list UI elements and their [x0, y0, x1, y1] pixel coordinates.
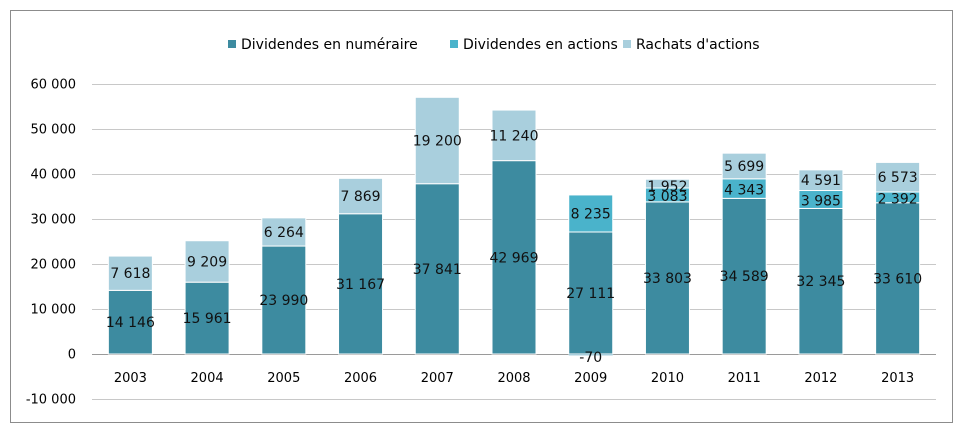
bar-segment	[338, 213, 384, 355]
x-axis-categories: 2003 2004 2005 2006 2007 2008 2009 2010 2011 2012…	[114, 371, 914, 386]
y-tick-label: 0	[68, 348, 76, 363]
y-tick-label: 40 000	[31, 168, 77, 183]
data-label: 3 985	[801, 193, 841, 209]
data-label: 42 969	[490, 250, 539, 266]
legend: Dividendes en numéraire Dividendes en act…	[228, 37, 760, 53]
x-category-label: 2013	[881, 371, 914, 386]
data-label: 2 392	[878, 191, 918, 207]
data-label: 31 167	[336, 277, 385, 293]
x-category-label: 2005	[267, 371, 300, 386]
y-tick-label: 10 000	[31, 303, 77, 318]
x-category-label: 2010	[651, 371, 684, 386]
data-label: -70	[579, 350, 602, 366]
legend-swatch	[450, 40, 458, 48]
data-labels: 14 146 7 618 15 961 9 209 23 990 6 264 31 167 7…	[106, 128, 922, 366]
data-label: 15 961	[183, 311, 232, 327]
data-label: 5 699	[724, 159, 764, 175]
legend-entry: Dividendes en numéraire	[241, 37, 418, 53]
y-axis-ticks: -10 000 0 10 000 20 000 30 000 40 000 50 000 60…	[26, 78, 76, 408]
x-category-label: 2012	[804, 371, 837, 386]
x-category-label: 2003	[114, 371, 147, 386]
y-tick-label: -10 000	[26, 393, 76, 408]
x-category-label: 2009	[574, 371, 607, 386]
legend-entry: Dividendes en actions	[463, 37, 618, 53]
bar-segment	[261, 217, 307, 247]
data-label: 3 083	[647, 189, 687, 205]
data-label: 27 111	[566, 286, 615, 302]
data-label: 33 803	[643, 271, 692, 287]
x-category-label: 2007	[421, 371, 454, 386]
data-label: 11 240	[490, 128, 539, 144]
data-label: 1 952	[647, 179, 687, 195]
data-label: 7 869	[340, 189, 380, 205]
data-label: 23 990	[259, 293, 308, 309]
bar-segment	[875, 161, 921, 193]
bar-segment	[491, 109, 537, 162]
x-category-label: 2004	[191, 371, 224, 386]
data-label: 4 591	[801, 173, 841, 189]
bar-segment	[798, 169, 844, 192]
bar-segment-negative	[568, 354, 613, 356]
data-label: 6 264	[264, 225, 304, 241]
data-label: 34 589	[720, 269, 769, 285]
legend-entry: Rachats d'actions	[636, 37, 760, 53]
data-label: 7 618	[110, 266, 150, 282]
bar-segment	[414, 183, 460, 355]
data-label: 8 235	[571, 206, 611, 222]
bar-segment	[644, 201, 690, 355]
data-label: 4 343	[724, 183, 764, 199]
chart-frame	[10, 10, 953, 423]
bar-segment	[798, 207, 844, 355]
bars	[107, 96, 921, 356]
bar-segment	[568, 194, 614, 233]
bar-segment	[184, 240, 230, 283]
legend-swatch	[228, 40, 236, 48]
y-tick-label: 30 000	[31, 213, 77, 228]
x-category-label: 2011	[728, 371, 761, 386]
x-category-label: 2006	[344, 371, 377, 386]
data-label: 32 345	[796, 274, 845, 290]
bar-segment	[107, 289, 153, 355]
data-label: 9 209	[187, 254, 227, 270]
y-tick-label: 60 000	[31, 78, 77, 93]
y-tick-label: 50 000	[31, 123, 77, 138]
x-category-label: 2008	[497, 371, 530, 386]
data-label: 19 200	[413, 134, 462, 150]
bar-segment	[338, 177, 384, 215]
bar-segment	[721, 197, 767, 355]
bar-segment	[414, 96, 460, 185]
y-tick-label: 20 000	[31, 258, 77, 273]
data-label: 14 146	[106, 315, 155, 331]
bar-segment	[875, 202, 921, 355]
legend-swatch	[623, 40, 631, 48]
bar-segment	[107, 255, 153, 291]
data-label: 6 573	[878, 170, 918, 186]
bar-segment	[644, 178, 690, 189]
bar-segment	[721, 152, 767, 180]
bar-segment	[184, 281, 230, 355]
data-label: 37 841	[413, 262, 462, 278]
data-label: 33 610	[873, 271, 922, 287]
bar-segment	[491, 160, 537, 355]
